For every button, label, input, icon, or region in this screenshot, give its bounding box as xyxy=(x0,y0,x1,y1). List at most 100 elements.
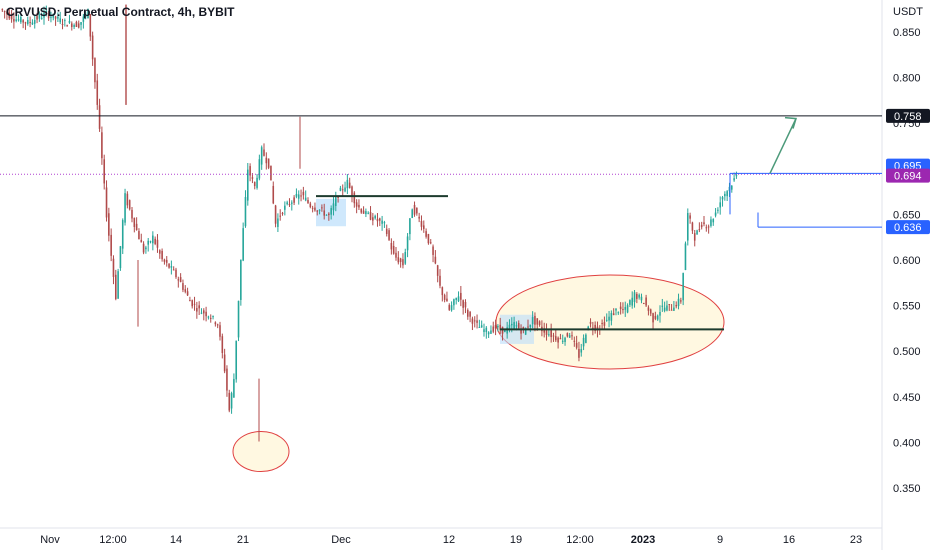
x-tick-label: 21 xyxy=(237,534,249,546)
candle-body xyxy=(80,22,82,25)
candle-body xyxy=(506,327,508,334)
candle-body xyxy=(323,210,326,216)
candle-body xyxy=(202,310,205,314)
candle-body xyxy=(661,305,664,307)
candle-body xyxy=(270,165,272,181)
candle-body xyxy=(216,324,219,326)
candle-body xyxy=(314,207,316,211)
candle-body xyxy=(89,14,92,37)
candle-body xyxy=(668,304,671,306)
candle-body xyxy=(341,189,344,191)
candle-body xyxy=(450,305,453,311)
candle-body xyxy=(128,200,131,210)
candle-body xyxy=(36,16,38,20)
candle-body xyxy=(267,158,270,168)
y-tick-label: 0.600 xyxy=(893,255,921,267)
candle-body xyxy=(561,340,564,342)
x-tick-label: Nov xyxy=(40,534,60,546)
x-tick-label: Dec xyxy=(331,534,351,546)
candle-body xyxy=(453,299,455,306)
candle-body xyxy=(246,169,249,201)
candle-body xyxy=(209,317,212,319)
candle-body xyxy=(582,337,585,347)
candle-body xyxy=(492,326,495,332)
candle-body xyxy=(429,242,432,244)
candle-body xyxy=(605,319,608,321)
candle-body xyxy=(110,234,112,256)
candle-body xyxy=(573,340,576,342)
candle-body xyxy=(462,300,464,308)
lines-layer xyxy=(0,115,882,331)
candle-body xyxy=(483,329,485,333)
candle-body xyxy=(724,193,726,197)
candle-body xyxy=(480,325,483,328)
candle-body xyxy=(91,35,94,60)
y-tick-label: 0.500 xyxy=(893,346,921,358)
candle-body xyxy=(311,207,314,209)
candle-body xyxy=(20,16,22,23)
candle-body xyxy=(57,16,59,19)
candle-body xyxy=(103,159,106,184)
candle-body xyxy=(121,220,124,249)
candle-body xyxy=(8,12,11,19)
candle-body xyxy=(656,315,659,320)
candle-body xyxy=(587,326,590,330)
candle-body xyxy=(277,218,279,227)
x-tick-label: 14 xyxy=(170,534,182,546)
candle-body xyxy=(527,326,529,328)
zones-layer xyxy=(232,198,725,473)
candle-body xyxy=(552,335,555,337)
y-tick-label: 0.650 xyxy=(893,209,921,221)
candle-body xyxy=(487,332,490,335)
candle-body xyxy=(355,202,358,207)
candle-body xyxy=(510,323,513,326)
candle-body xyxy=(300,195,302,197)
candle-body xyxy=(272,185,275,204)
candle-body xyxy=(226,368,228,391)
candle-body xyxy=(237,300,240,338)
candle-body xyxy=(244,197,247,227)
candle-body xyxy=(418,216,420,219)
candle-body xyxy=(485,327,488,333)
candle-body xyxy=(147,240,150,245)
time-axis[interactable]: Nov 12:00 14 21 Dec 12 19 12:00 2023 9 16 23 xyxy=(40,534,862,546)
candle-body xyxy=(594,324,596,331)
candle-body xyxy=(182,283,184,290)
candle-body xyxy=(6,11,8,15)
candle-body xyxy=(212,316,214,318)
candle-body xyxy=(529,324,532,328)
price-axis[interactable]: 0.8500.8000.7500.6500.6000.5500.5000.450… xyxy=(886,27,930,495)
candle-body xyxy=(374,215,376,219)
candle-body xyxy=(353,192,356,204)
candle-body xyxy=(448,305,451,310)
candle-body xyxy=(64,20,66,22)
candle-body xyxy=(705,227,708,229)
stop-tag xyxy=(886,220,930,235)
candle-body xyxy=(663,307,666,311)
candle-body xyxy=(534,315,536,325)
candle-body xyxy=(108,213,110,236)
candle-body xyxy=(714,212,717,216)
candle-body xyxy=(404,251,407,264)
candle-body xyxy=(626,305,629,313)
candle-body xyxy=(416,207,418,214)
candle-body xyxy=(700,224,703,228)
candle-body xyxy=(135,223,138,230)
candle-body xyxy=(240,259,242,300)
candle-body xyxy=(152,235,154,244)
candle-body xyxy=(640,296,643,301)
candle-body xyxy=(184,289,187,292)
candle-body xyxy=(339,187,342,191)
candle-body xyxy=(170,266,173,268)
candle-body xyxy=(149,241,152,243)
candle-body xyxy=(559,338,562,340)
candle-body xyxy=(293,197,295,203)
candle-body xyxy=(156,239,159,248)
candle-body xyxy=(344,187,346,192)
candle-body xyxy=(490,330,492,334)
candle-body xyxy=(59,18,62,23)
candle-body xyxy=(274,205,277,224)
candle-body xyxy=(469,311,471,317)
candle-body xyxy=(168,263,170,268)
